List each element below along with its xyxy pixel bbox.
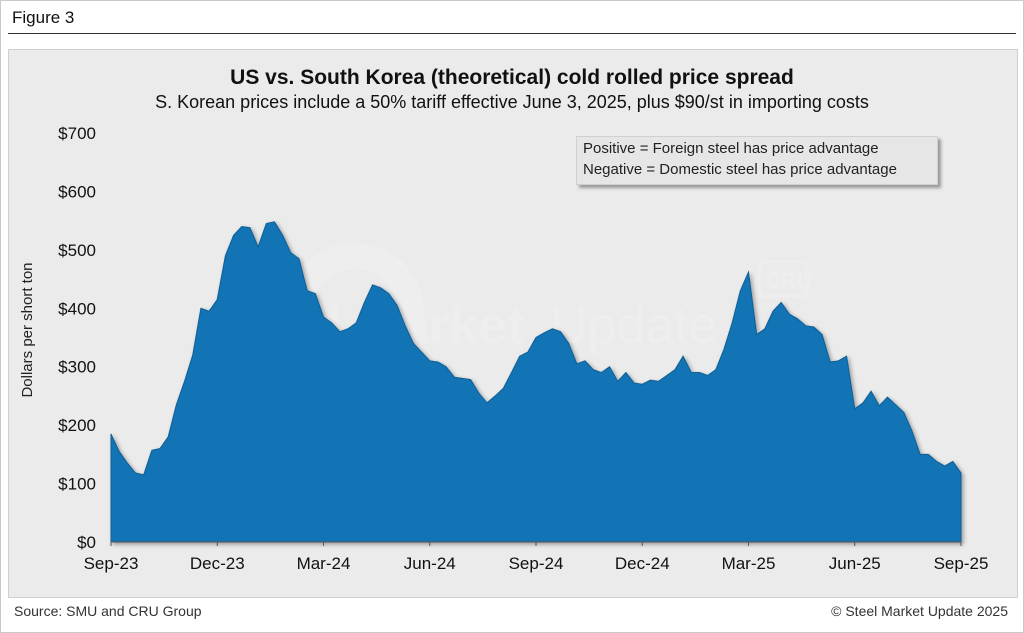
watermark-text-light: Update: [550, 297, 718, 355]
price-spread-area: [110, 221, 962, 543]
x-tick-label: Dec-24: [615, 554, 670, 573]
y-tick-label: $700: [58, 124, 96, 143]
x-axis-ticks: Sep-23 Dec-23 Mar-24 Jun-24 Sep-24 Dec-24 Mar-…: [84, 542, 989, 573]
y-axis-ticks: $0 $100 $200 $300 $400 $500 $600 $700: [58, 124, 96, 552]
watermark-logo-box: [758, 260, 808, 298]
x-tick-label: Mar-24: [297, 554, 351, 573]
x-tick-label: Sep-23: [84, 554, 139, 573]
source-note: Source: SMU and CRU Group: [14, 603, 202, 619]
y-tick-label: $300: [58, 358, 96, 377]
x-tick-label: Jun-24: [404, 554, 456, 573]
figure-label: Figure 3: [12, 8, 75, 27]
y-tick-label: $0: [77, 533, 96, 552]
x-tick-label: Sep-24: [509, 554, 564, 573]
y-tick-label: $100: [58, 475, 96, 494]
x-tick-label: Jun-25: [829, 554, 881, 573]
x-tick-label: Sep-25: [934, 554, 989, 573]
y-tick-label: $200: [58, 416, 96, 435]
y-tick-label: $500: [58, 241, 96, 260]
x-tick-label: Dec-23: [190, 554, 245, 573]
copyright-note: © Steel Market Update 2025: [831, 603, 1008, 619]
y-tick-label: $600: [58, 182, 96, 201]
annotation-box: Positive = Foreign steel has price advan…: [576, 136, 938, 185]
y-axis-label: Dollars per short ton: [19, 262, 36, 397]
watermark-logo-text: CRU: [765, 268, 813, 293]
y-tick-label: $400: [58, 299, 96, 318]
chart-subtitle: S. Korean prices include a 50% tariff ef…: [155, 92, 869, 112]
annotation-positive: Positive = Foreign steel has price advan…: [583, 140, 879, 157]
annotation-negative: Negative = Domestic steel has price adva…: [583, 161, 897, 178]
figure-divider: [8, 33, 1016, 34]
chart-title: US vs. South Korea (theoretical) cold ro…: [230, 66, 794, 89]
x-tick-label: Mar-25: [722, 554, 776, 573]
